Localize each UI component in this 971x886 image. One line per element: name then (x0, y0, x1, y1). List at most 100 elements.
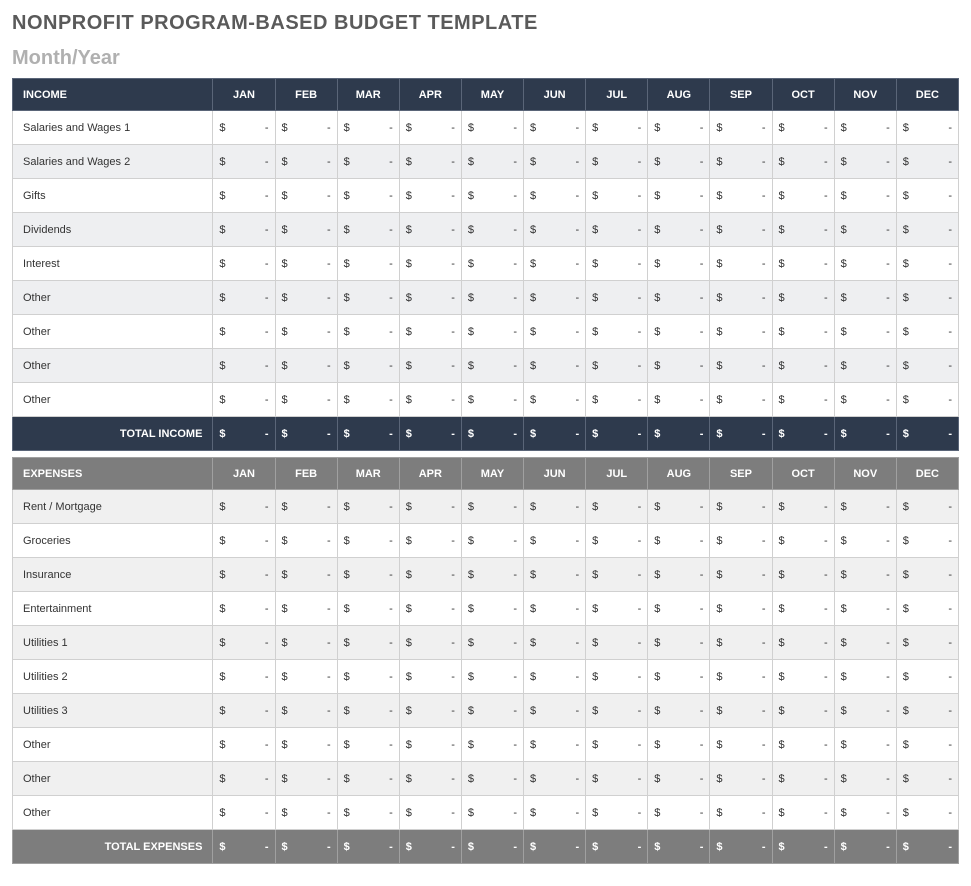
amount-cell[interactable]: $- (461, 660, 523, 694)
amount-cell[interactable]: $- (399, 281, 461, 315)
amount-cell[interactable]: $- (213, 660, 275, 694)
amount-cell[interactable]: $- (461, 281, 523, 315)
amount-cell[interactable]: $- (399, 383, 461, 417)
amount-cell[interactable]: $- (586, 349, 648, 383)
amount-cell[interactable]: $- (461, 728, 523, 762)
amount-cell[interactable]: $- (461, 213, 523, 247)
amount-cell[interactable]: $- (834, 145, 896, 179)
amount-cell[interactable]: $- (337, 762, 399, 796)
amount-cell[interactable]: $- (337, 490, 399, 524)
amount-cell[interactable]: $- (896, 490, 958, 524)
amount-cell[interactable]: $- (524, 179, 586, 213)
amount-cell[interactable]: $- (834, 490, 896, 524)
amount-cell[interactable]: $- (337, 281, 399, 315)
amount-cell[interactable]: $- (586, 592, 648, 626)
amount-cell[interactable]: $- (461, 179, 523, 213)
amount-cell[interactable]: $- (337, 592, 399, 626)
amount-cell[interactable]: $- (275, 694, 337, 728)
amount-cell[interactable]: $- (524, 383, 586, 417)
amount-cell[interactable]: $- (399, 490, 461, 524)
amount-cell[interactable]: $- (524, 626, 586, 660)
amount-cell[interactable]: $- (275, 281, 337, 315)
amount-cell[interactable]: $- (710, 660, 772, 694)
amount-cell[interactable]: $- (896, 281, 958, 315)
amount-cell[interactable]: $- (710, 762, 772, 796)
amount-cell[interactable]: $- (213, 111, 275, 145)
amount-cell[interactable]: $- (399, 558, 461, 592)
amount-cell[interactable]: $- (648, 315, 710, 349)
amount-cell[interactable]: $- (896, 592, 958, 626)
amount-cell[interactable]: $- (772, 145, 834, 179)
amount-cell[interactable]: $- (399, 626, 461, 660)
amount-cell[interactable]: $- (399, 796, 461, 830)
amount-cell[interactable]: $- (834, 247, 896, 281)
amount-cell[interactable]: $- (213, 524, 275, 558)
amount-cell[interactable]: $- (275, 349, 337, 383)
amount-cell[interactable]: $- (772, 281, 834, 315)
amount-cell[interactable]: $- (648, 762, 710, 796)
amount-cell[interactable]: $- (648, 281, 710, 315)
amount-cell[interactable]: $- (648, 524, 710, 558)
amount-cell[interactable]: $- (524, 694, 586, 728)
amount-cell[interactable]: $- (710, 592, 772, 626)
amount-cell[interactable]: $- (772, 796, 834, 830)
amount-cell[interactable]: $- (461, 694, 523, 728)
amount-cell[interactable]: $- (586, 213, 648, 247)
amount-cell[interactable]: $- (710, 145, 772, 179)
amount-cell[interactable]: $- (524, 592, 586, 626)
amount-cell[interactable]: $- (461, 383, 523, 417)
amount-cell[interactable]: $- (461, 626, 523, 660)
amount-cell[interactable]: $- (275, 247, 337, 281)
amount-cell[interactable]: $- (275, 213, 337, 247)
amount-cell[interactable]: $- (772, 111, 834, 145)
amount-cell[interactable]: $- (399, 247, 461, 281)
amount-cell[interactable]: $- (275, 490, 337, 524)
amount-cell[interactable]: $- (834, 281, 896, 315)
amount-cell[interactable]: $- (648, 179, 710, 213)
amount-cell[interactable]: $- (275, 145, 337, 179)
amount-cell[interactable]: $- (772, 179, 834, 213)
amount-cell[interactable]: $- (896, 111, 958, 145)
amount-cell[interactable]: $- (524, 349, 586, 383)
amount-cell[interactable]: $- (337, 111, 399, 145)
amount-cell[interactable]: $- (896, 349, 958, 383)
amount-cell[interactable]: $- (337, 660, 399, 694)
amount-cell[interactable]: $- (275, 626, 337, 660)
amount-cell[interactable]: $- (213, 728, 275, 762)
amount-cell[interactable]: $- (834, 524, 896, 558)
amount-cell[interactable]: $- (399, 660, 461, 694)
amount-cell[interactable]: $- (586, 524, 648, 558)
amount-cell[interactable]: $- (896, 762, 958, 796)
amount-cell[interactable]: $- (213, 490, 275, 524)
amount-cell[interactable]: $- (337, 694, 399, 728)
amount-cell[interactable]: $- (710, 111, 772, 145)
amount-cell[interactable]: $- (337, 349, 399, 383)
amount-cell[interactable]: $- (275, 660, 337, 694)
amount-cell[interactable]: $- (710, 349, 772, 383)
amount-cell[interactable]: $- (399, 179, 461, 213)
amount-cell[interactable]: $- (213, 694, 275, 728)
amount-cell[interactable]: $- (896, 558, 958, 592)
amount-cell[interactable]: $- (586, 558, 648, 592)
amount-cell[interactable]: $- (710, 796, 772, 830)
amount-cell[interactable]: $- (710, 626, 772, 660)
amount-cell[interactable]: $- (834, 558, 896, 592)
amount-cell[interactable]: $- (524, 213, 586, 247)
amount-cell[interactable]: $- (648, 145, 710, 179)
amount-cell[interactable]: $- (896, 626, 958, 660)
amount-cell[interactable]: $- (275, 728, 337, 762)
amount-cell[interactable]: $- (772, 247, 834, 281)
amount-cell[interactable]: $- (399, 213, 461, 247)
amount-cell[interactable]: $- (461, 349, 523, 383)
amount-cell[interactable]: $- (213, 349, 275, 383)
amount-cell[interactable]: $- (772, 213, 834, 247)
amount-cell[interactable]: $- (399, 728, 461, 762)
amount-cell[interactable]: $- (213, 179, 275, 213)
amount-cell[interactable]: $- (399, 349, 461, 383)
amount-cell[interactable]: $- (275, 796, 337, 830)
amount-cell[interactable]: $- (648, 694, 710, 728)
amount-cell[interactable]: $- (648, 558, 710, 592)
amount-cell[interactable]: $- (896, 660, 958, 694)
amount-cell[interactable]: $- (461, 592, 523, 626)
amount-cell[interactable]: $- (461, 145, 523, 179)
